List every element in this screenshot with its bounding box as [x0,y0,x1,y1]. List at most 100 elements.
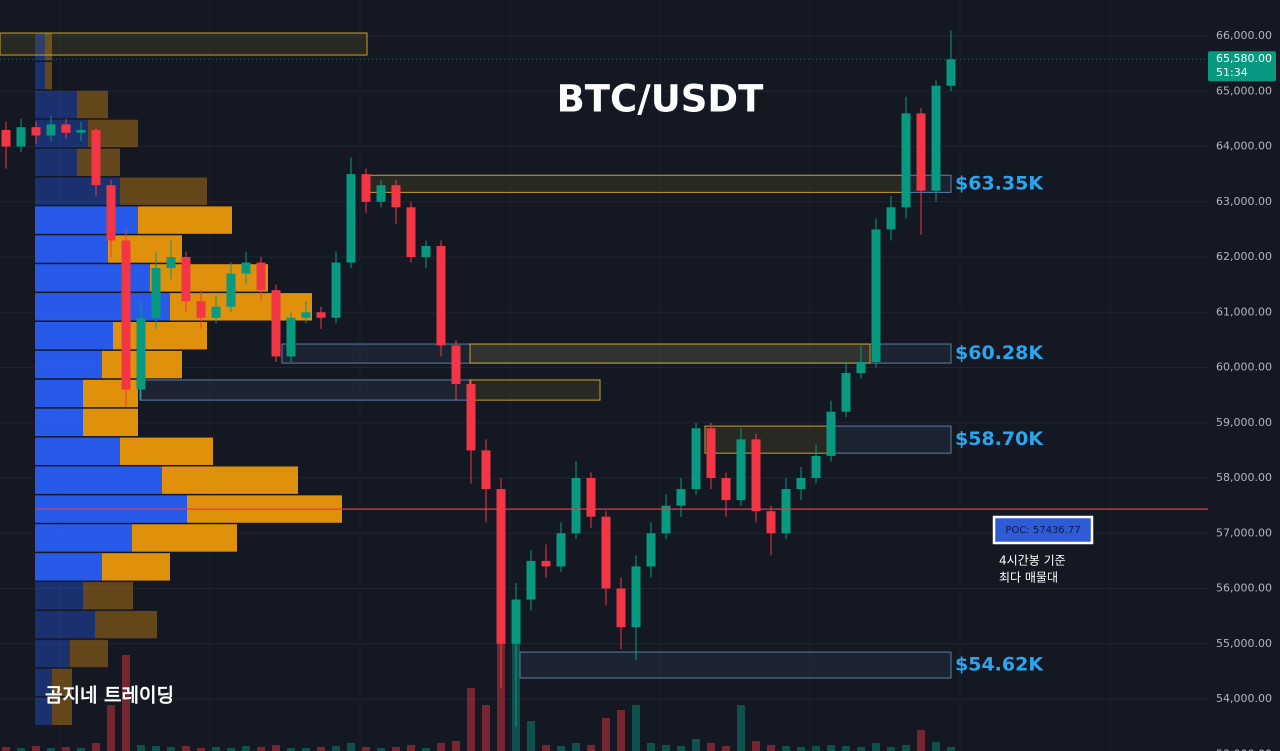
volume-bar [32,746,40,751]
volume-bar [482,705,490,751]
volume-bar [737,705,745,751]
volume-bar [2,747,10,751]
volume-bar [77,748,85,751]
price-zone [704,425,831,454]
candle-body [196,301,206,318]
profile-sell-bar [162,466,298,494]
candle-body [16,127,26,147]
y-tick-label: 62,000.00 [1216,250,1272,263]
y-tick-label: 63,000.00 [1216,195,1272,208]
profile-buy-bar [35,90,77,119]
price-zone [904,174,952,193]
candle-body [946,59,956,86]
candle-body [451,345,461,385]
volume-bar [872,743,880,751]
profile-sell-bar [170,293,312,321]
volume-bar [857,747,865,751]
volume-bar [662,745,670,751]
profile-sell-bar [83,408,138,437]
candle-body [766,511,776,534]
volume-bar [572,743,580,751]
candle-body [241,262,251,274]
volume-bar [272,745,280,751]
y-tick-label: 56,000.00 [1216,582,1272,595]
volume-bar [797,747,805,751]
profile-buy-bar [35,697,52,726]
volume-bar [122,655,130,751]
candle-body [271,290,281,357]
zone-label: $58.70K [955,428,1044,450]
volume-bar [677,746,685,751]
candle-body [136,317,146,390]
volume-bar [587,745,595,751]
candle-body [646,533,656,567]
candle-body [616,588,626,628]
candle-body [826,411,836,456]
zones: $63.35K $60.28K $58.70K $54.62K [0,32,1044,679]
y-tick-label: 53,000.00 [1216,747,1272,751]
candle-body [916,113,926,191]
volume-bar [722,746,730,751]
candle-body [376,185,386,202]
candle-body [751,439,761,512]
candle-body [691,428,701,490]
zone-label: $63.35K [955,172,1044,194]
profile-sell-bar [45,33,52,61]
volume-bar [917,730,925,751]
y-tick-label: 64,000.00 [1216,140,1272,153]
candle-body [721,478,731,501]
volume-bar [47,748,55,751]
candle-body [316,312,326,318]
profile-buy-bar [35,235,108,263]
profile-sell-bar [120,437,213,465]
candle-body [1,129,11,147]
poc-label: POC: 57436.77 [1005,525,1080,536]
watermark: 곰지네 트레이딩 [45,685,174,707]
profile-buy-bar [35,437,120,465]
candle-body [151,268,161,318]
volume-bar [542,745,550,751]
profile-buy-bar [35,61,45,90]
candle-body [511,599,521,644]
price-zone [829,425,952,454]
candle-body [91,129,101,186]
profile-sell-bar [132,524,237,552]
profile-buy-bar [35,524,132,552]
y-tick-label: 55,000.00 [1216,637,1272,650]
price-zone [519,651,952,679]
candle-body [496,489,506,644]
volume-bar [317,747,325,751]
candles [1,30,956,727]
countdown: 51:34 [1216,66,1248,79]
volume-bar [467,688,475,751]
volume-bar [227,748,235,751]
candle-body [556,533,566,567]
profile-buy-bar [35,379,83,408]
candle-body [886,207,896,230]
zone-label: $54.62K [955,654,1044,676]
profile-buy-bar [35,206,138,234]
profile-sell-bar [70,639,108,668]
candle-body [421,245,431,258]
volume-bar [452,741,460,751]
volume-bar [407,745,415,751]
volume-bar [707,743,715,751]
volume-bar [212,747,220,751]
candle-body [211,306,221,318]
price-zone [366,174,906,193]
profile-buy-bar [35,668,52,697]
y-tick-label: 58,000.00 [1216,471,1272,484]
volume-bar [107,705,115,751]
profile-buy-bar [35,639,70,668]
volume-bar [902,745,910,751]
poc-note: 최다 매물대 [999,571,1058,585]
profile-buy-bar [35,33,45,61]
candle-body [676,489,686,506]
volume-bar [287,748,295,751]
candle-body [931,85,941,191]
poc-label-box [992,515,1094,545]
y-tick-label: 59,000.00 [1216,416,1272,429]
profile-buy-bar [35,264,150,292]
candle-body [331,262,341,318]
